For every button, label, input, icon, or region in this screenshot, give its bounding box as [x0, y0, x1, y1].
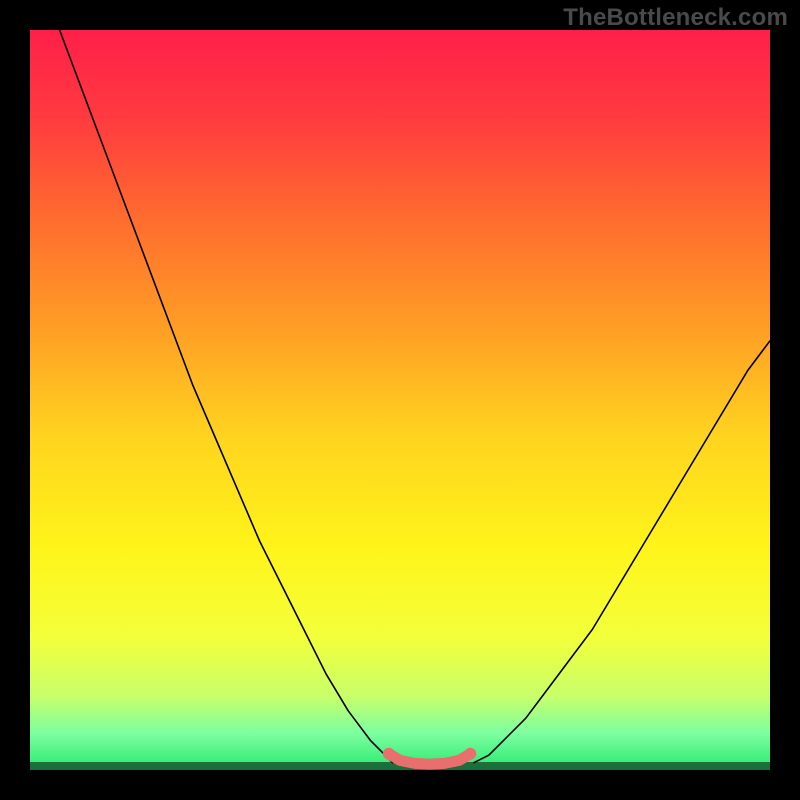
chart-stage: TheBottleneck.com: [0, 0, 800, 800]
valley-marker-cap-right: [464, 748, 476, 760]
valley-marker-cap-left: [383, 748, 395, 760]
plot-background-gradient: [30, 30, 770, 770]
gradient-valley-chart: [0, 0, 800, 800]
